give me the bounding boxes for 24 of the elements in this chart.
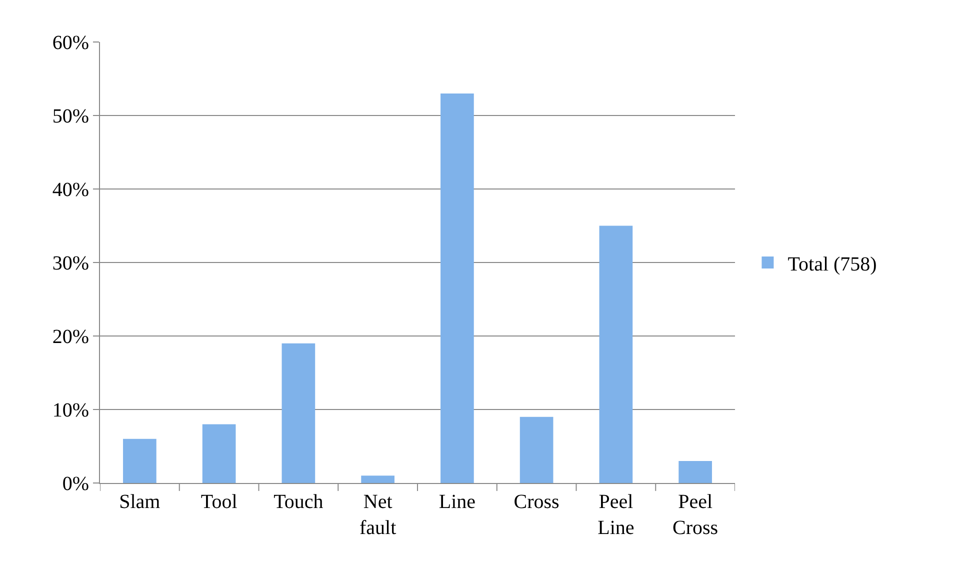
y-tick-label: 40% [52,179,89,201]
x-tick-label: Slam [119,491,161,513]
bar [202,424,236,483]
y-tick-label: 10% [52,400,89,422]
bar [599,226,633,483]
bar [123,438,156,483]
x-tick-label: Peel Line [598,491,634,539]
x-tick-label: Tool [200,491,238,513]
bar [520,416,554,483]
x-tick-label: Net fault [359,491,397,539]
bar [282,343,316,483]
legend-label: Total (758) [788,253,877,276]
bar [678,460,712,483]
y-tick-label: 50% [52,106,89,128]
bar [440,93,474,483]
x-tick-label: Line [438,491,476,513]
y-tick-label: 30% [52,252,89,274]
x-tick-label: Cross [514,491,560,513]
y-tick-label: 20% [52,326,89,348]
y-tick-label: 60% [52,32,89,54]
x-tick-label: Touch [274,491,324,513]
x-tick-label: Peel Cross [672,491,718,539]
y-tick-label: 0% [62,473,89,495]
bar [361,476,394,483]
